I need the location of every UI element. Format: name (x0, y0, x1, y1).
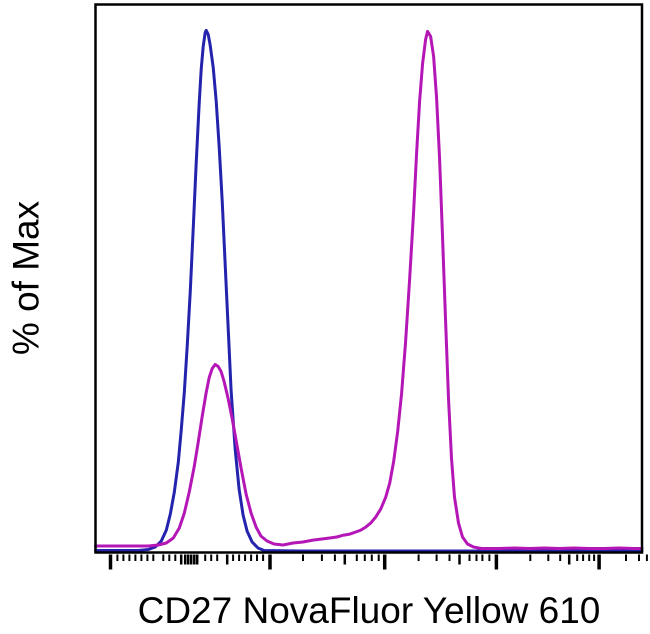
magenta-curve (94, 29, 644, 550)
plot-frame (94, 3, 644, 554)
x-axis-ticks (108, 554, 648, 570)
x-axis-label: CD27 NovaFluor Yellow 610 (137, 590, 601, 631)
curves-layer (94, 28, 644, 553)
y-axis-label: % of Max (5, 200, 47, 356)
blue-curve (94, 28, 644, 553)
